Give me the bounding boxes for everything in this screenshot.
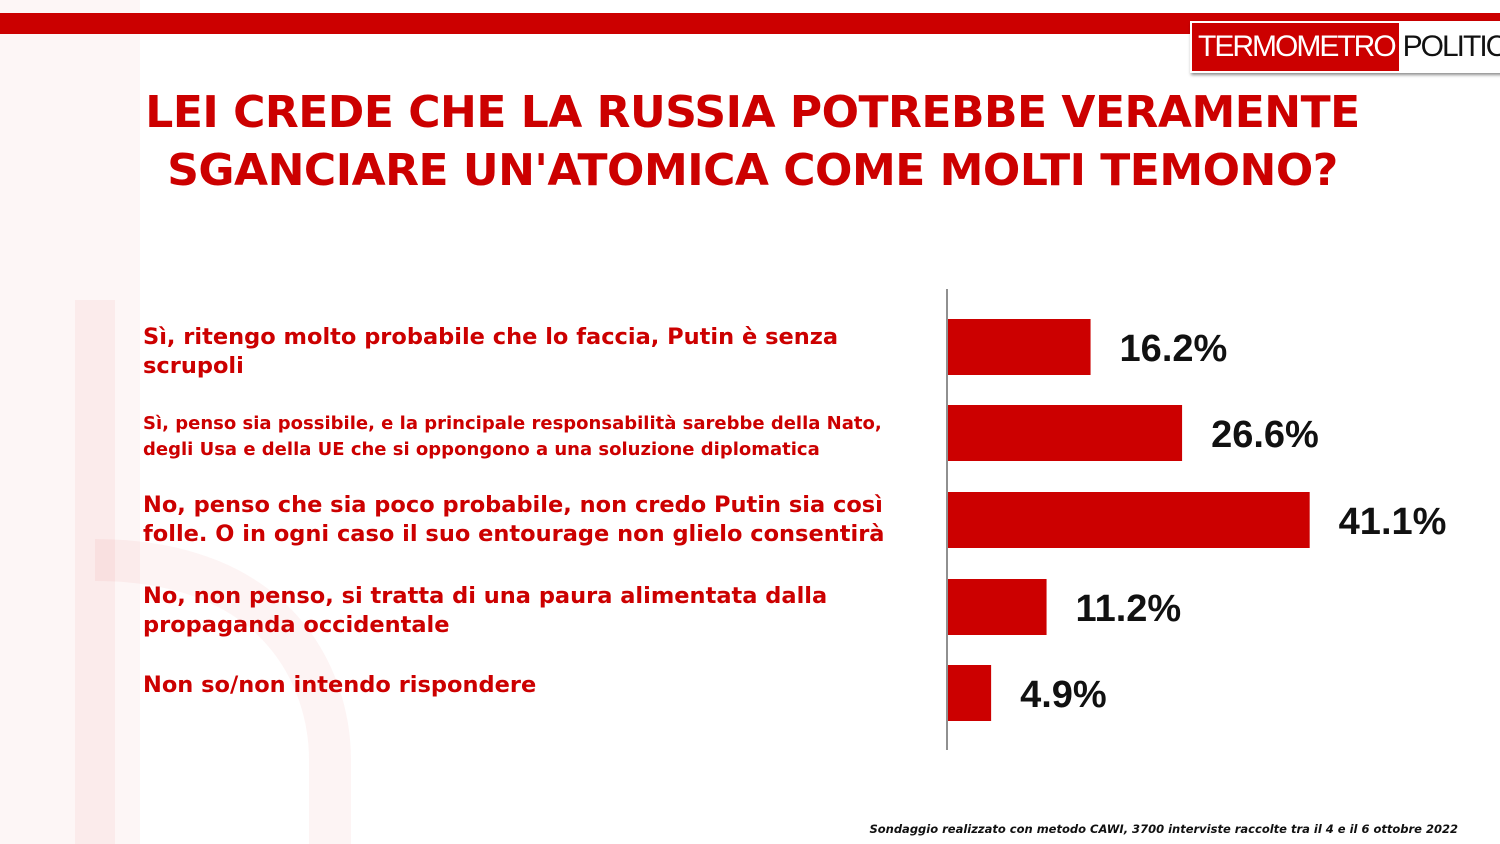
top-accent-bar bbox=[0, 13, 1500, 34]
bar bbox=[948, 319, 1091, 375]
logo-termometro: TERMOMETRO bbox=[1192, 23, 1399, 71]
category-label: Non so/non intendo rispondere bbox=[143, 672, 537, 698]
chart-title: LEI CREDE CHE LA RUSSIA POTREBBE VERAMEN… bbox=[60, 84, 1445, 200]
title-line-2: SGANCIARE UN'ATOMICA COME MOLTI TEMONO? bbox=[167, 145, 1338, 196]
category-label: Sì, penso sia possibile, e la principale… bbox=[143, 413, 882, 460]
bar bbox=[948, 579, 1047, 635]
category-label: No, penso che sia poco probabile, non cr… bbox=[143, 492, 885, 547]
termometro-politico-logo[interactable]: TERMOMETRO POLITICO bbox=[1190, 21, 1500, 73]
logo-politico: POLITICO bbox=[1398, 23, 1500, 71]
value-label: 16.2% bbox=[1120, 328, 1228, 370]
value-label: 26.6% bbox=[1211, 414, 1319, 456]
bar bbox=[948, 405, 1183, 461]
title-line-1: LEI CREDE CHE LA RUSSIA POTREBBE VERAMEN… bbox=[145, 87, 1360, 138]
value-label: 11.2% bbox=[1076, 588, 1182, 630]
value-label: 41.1% bbox=[1339, 501, 1447, 543]
category-label: Sì, ritengo molto probabile che lo facci… bbox=[143, 324, 839, 379]
value-label: 4.9% bbox=[1020, 674, 1107, 716]
bar bbox=[948, 492, 1310, 548]
survey-footnote: Sondaggio realizzato con metodo CAWI, 37… bbox=[869, 822, 1458, 836]
bar bbox=[948, 665, 992, 721]
category-label: No, non penso, si tratta di una paura al… bbox=[143, 583, 828, 638]
